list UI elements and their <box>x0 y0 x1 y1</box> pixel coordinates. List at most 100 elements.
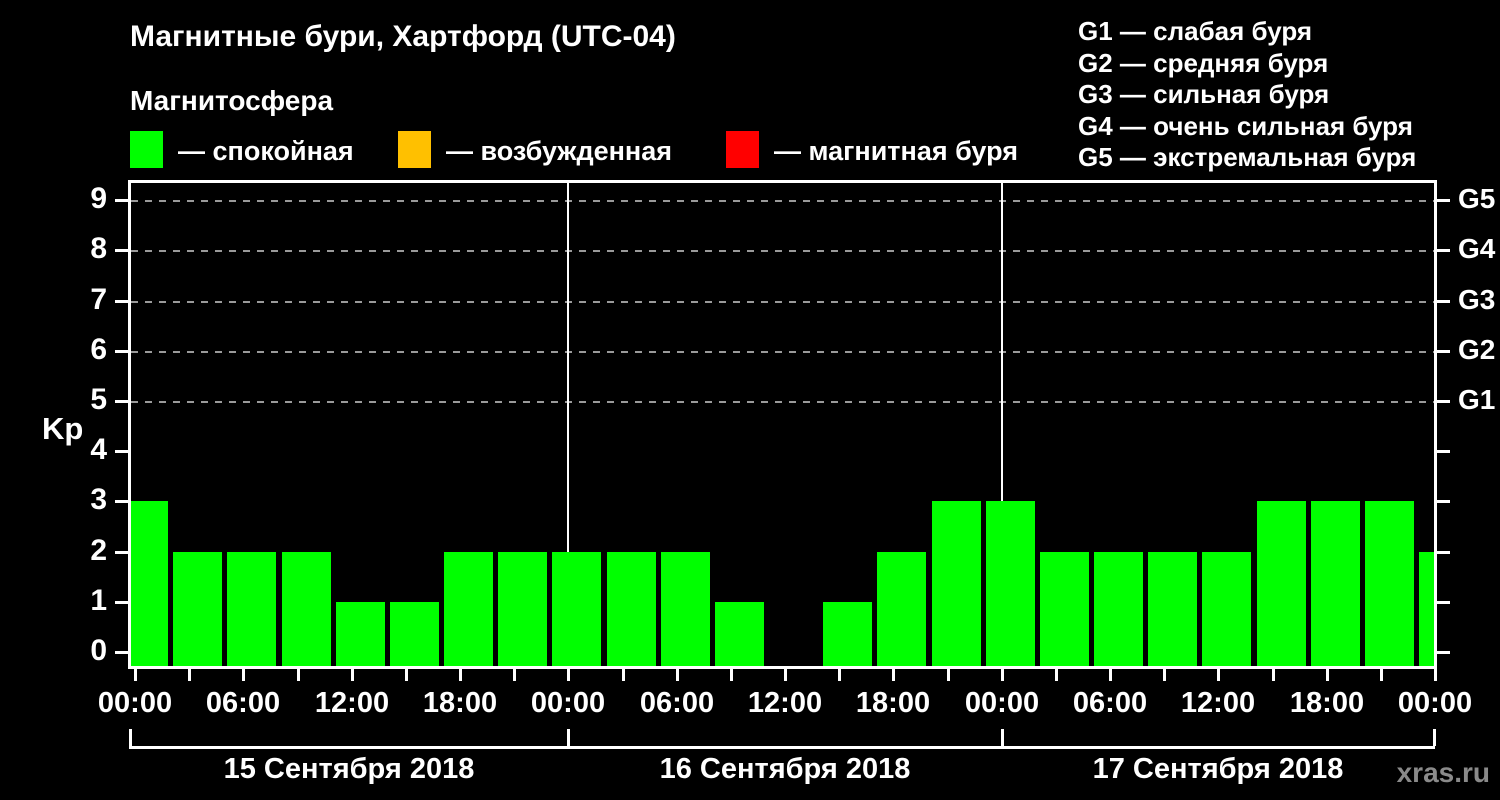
x-tick <box>134 669 137 681</box>
y-tick-label: 7 <box>90 283 107 316</box>
x-tick <box>513 669 516 681</box>
date-axis-tick <box>1001 729 1004 746</box>
x-tick <box>1272 669 1275 681</box>
kp-bar <box>173 552 222 666</box>
x-tick <box>297 669 300 681</box>
date-axis-tick <box>129 729 132 746</box>
x-tick-label: 12:00 <box>314 687 390 719</box>
g-scale-legend-line: G2 — средняя буря <box>1078 47 1329 78</box>
x-tick <box>1434 669 1437 681</box>
chart-title: Магнитные бури, Хартфорд (UTC-04) <box>130 20 676 53</box>
y-tick-label: 4 <box>90 433 107 466</box>
y-tick-left <box>115 300 128 303</box>
kp-bar <box>1311 501 1360 666</box>
kp-bar <box>227 552 276 666</box>
plot-frame-left <box>128 180 131 669</box>
x-tick <box>676 669 679 681</box>
kp-bar <box>282 552 331 666</box>
legend-label-storm: — магнитная буря <box>774 136 1018 166</box>
gridline-g-level <box>131 301 1434 303</box>
kp-bar <box>131 501 168 666</box>
kp-bar <box>1419 552 1434 666</box>
g-scale-legend-line: G4 — очень сильная буря <box>1078 110 1413 141</box>
kp-bar <box>336 602 385 666</box>
y-tick-right <box>1437 500 1450 503</box>
x-tick <box>567 669 570 681</box>
y-tick-label: 3 <box>90 483 107 516</box>
kp-bar <box>1040 552 1089 666</box>
kp-bar <box>1094 552 1143 666</box>
x-tick-label: 06:00 <box>205 687 281 719</box>
kp-bar <box>444 552 493 666</box>
magnetosphere-label: Магнитосфера <box>130 85 334 116</box>
x-tick <box>784 669 787 681</box>
legend-swatch-excited <box>398 131 431 168</box>
x-tick-label: 12:00 <box>1180 687 1256 719</box>
g-scale-legend-line: G5 — экстремальная буря <box>1078 142 1417 173</box>
date-axis-line <box>129 746 1435 749</box>
kp-bar <box>1202 552 1251 666</box>
x-tick-label: 18:00 <box>1289 687 1365 719</box>
x-tick <box>188 669 191 681</box>
kp-bar <box>877 552 926 666</box>
legend-label-excited: — возбужденная <box>446 136 672 166</box>
kp-bar <box>552 552 601 666</box>
y-tick-left <box>115 350 128 353</box>
kp-axis-title: Kp <box>42 411 84 446</box>
y-tick-label: 9 <box>90 182 107 215</box>
g-scale-legend-line: G3 — сильная буря <box>1078 79 1330 110</box>
x-tick-label: 18:00 <box>855 687 931 719</box>
y-tick-label: 6 <box>90 333 107 366</box>
y-tick-right <box>1437 450 1450 453</box>
kp-bar <box>986 501 1035 666</box>
x-tick <box>947 669 950 681</box>
g-scale-legend-line: G1 — слабая буря <box>1078 16 1313 46</box>
x-tick <box>622 669 625 681</box>
g-axis-label: G2 <box>1458 334 1496 365</box>
x-tick <box>459 669 462 681</box>
x-tick-label: 18:00 <box>422 687 498 719</box>
x-tick <box>1217 669 1220 681</box>
date-axis-tick <box>567 729 570 746</box>
x-tick-label: 06:00 <box>1072 687 1148 719</box>
y-tick-left <box>115 400 128 403</box>
x-tick-label: 00:00 <box>530 687 606 719</box>
gridline-g-level <box>131 250 1434 252</box>
kp-bar <box>498 552 547 666</box>
x-tick-label: 00:00 <box>964 687 1040 719</box>
y-tick-label: 1 <box>90 584 107 617</box>
g-axis-label: G1 <box>1458 384 1496 415</box>
y-tick-right <box>1437 350 1450 353</box>
plot-frame-right <box>1434 180 1437 669</box>
y-tick-right <box>1437 400 1450 403</box>
date-label: 15 Сентября 2018 <box>223 753 475 785</box>
x-tick <box>892 669 895 681</box>
x-tick <box>351 669 354 681</box>
y-tick-left <box>115 450 128 453</box>
x-tick <box>1001 669 1004 681</box>
kp-bar <box>390 602 439 666</box>
legend-swatch-storm <box>726 131 759 168</box>
x-tick <box>1109 669 1112 681</box>
g-axis-label: G3 <box>1458 284 1496 315</box>
date-axis-tick <box>1433 729 1436 746</box>
kp-bar <box>1148 552 1197 666</box>
day-divider-line <box>1001 183 1003 666</box>
y-tick-left <box>115 199 128 202</box>
y-tick-label: 0 <box>90 634 107 667</box>
x-tick-label: 12:00 <box>747 687 823 719</box>
gridline-g-level <box>131 401 1434 403</box>
kp-bar <box>715 602 764 666</box>
x-tick <box>730 669 733 681</box>
g-axis-label: G4 <box>1458 233 1496 264</box>
y-tick-right <box>1437 249 1450 252</box>
y-tick-right <box>1437 199 1450 202</box>
date-label: 16 Сентября 2018 <box>659 753 911 785</box>
plot-frame-top <box>128 180 1437 183</box>
y-tick-left <box>115 249 128 252</box>
kp-bar <box>1257 501 1306 666</box>
x-tick <box>1055 669 1058 681</box>
y-tick-left <box>115 500 128 503</box>
x-tick-label: 00:00 <box>97 687 173 719</box>
